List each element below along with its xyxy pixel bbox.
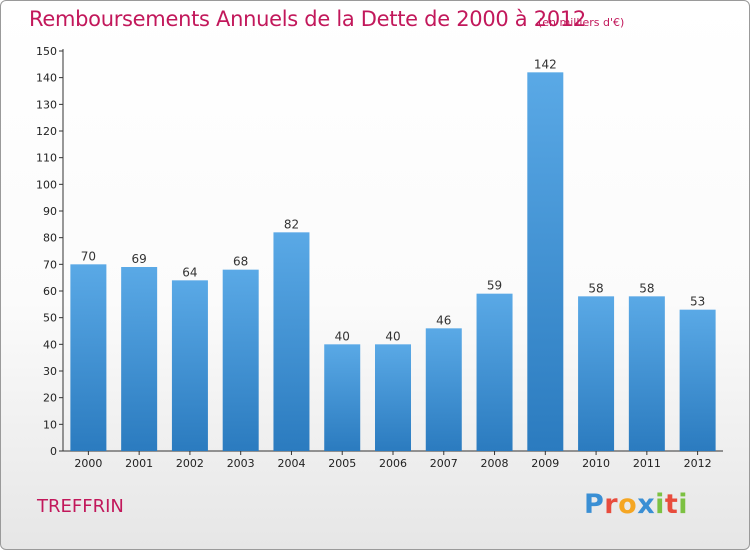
bar — [476, 293, 513, 451]
value-label: 40 — [335, 329, 350, 343]
chart-title: Remboursements Annuels de la Dette de 20… — [29, 7, 586, 31]
y-tick-label: 150 — [36, 45, 57, 58]
logo-letter: x — [637, 489, 656, 520]
value-label: 69 — [132, 252, 147, 266]
value-label: 53 — [690, 295, 705, 309]
x-tick-label: 2007 — [430, 457, 458, 470]
value-labels: 70 69 64 68 82 40 40 46 59 142 58 58 53 — [81, 57, 706, 343]
x-tick-label: 2011 — [633, 457, 661, 470]
logo-letter: t — [664, 489, 679, 520]
value-label: 70 — [81, 249, 96, 263]
value-label: 58 — [588, 281, 603, 295]
x-tick-label: 2005 — [328, 457, 356, 470]
value-label: 68 — [233, 255, 248, 269]
x-axis: 2000 2001 2002 2003 2004 2005 2006 2007 2008 2009… — [63, 450, 723, 470]
value-label: 82 — [284, 217, 299, 231]
bar — [273, 232, 310, 451]
x-tick-label: 2004 — [277, 457, 305, 470]
bar — [628, 296, 665, 451]
y-tick-label: 50 — [43, 312, 57, 325]
y-axis: 0 10 20 30 40 50 60 70 80 90 100 110 120 130 140 150 — [36, 45, 64, 458]
bar — [527, 72, 564, 451]
logo-letter: o — [618, 489, 638, 520]
y-tick-label: 120 — [36, 125, 57, 138]
y-tick-label: 10 — [43, 418, 57, 431]
y-tick-label: 70 — [43, 258, 57, 271]
x-tick-label: 2008 — [481, 457, 509, 470]
x-tick-label: 2000 — [74, 457, 102, 470]
commune-name: TREFFRIN — [37, 496, 124, 517]
logo-letter: i — [655, 489, 665, 520]
x-tick-label: 2009 — [531, 457, 559, 470]
value-label: 58 — [639, 281, 654, 295]
y-tick-label: 110 — [36, 152, 57, 165]
bar — [375, 344, 411, 451]
bar — [171, 280, 208, 451]
bar — [679, 309, 716, 451]
bars — [70, 72, 716, 451]
x-tick-label: 2006 — [379, 457, 407, 470]
value-label: 40 — [385, 329, 400, 343]
y-tick-label: 20 — [43, 392, 57, 405]
x-tick-label: 2002 — [176, 457, 204, 470]
bar — [578, 296, 615, 451]
bar — [70, 264, 107, 451]
y-tick-label: 90 — [43, 205, 57, 218]
y-tick-label: 130 — [36, 98, 57, 111]
bar — [121, 267, 158, 451]
x-tick-label: 2003 — [227, 457, 255, 470]
x-tick-label: 2012 — [684, 457, 712, 470]
value-label: 64 — [182, 265, 197, 279]
y-tick-label: 80 — [43, 232, 57, 245]
y-tick-label: 40 — [43, 338, 57, 351]
x-tick-label: 2010 — [582, 457, 610, 470]
bar — [425, 328, 462, 451]
chart-subtitle: (en milliers d'€) — [538, 16, 625, 29]
x-tick-label: 2001 — [125, 457, 153, 470]
logo-letter: i — [678, 489, 689, 520]
bar — [324, 344, 361, 451]
y-tick-label: 0 — [50, 445, 57, 458]
y-tick-label: 140 — [36, 72, 57, 85]
y-tick-label: 100 — [36, 178, 57, 191]
y-tick-label: 30 — [43, 365, 57, 378]
logo-letter: P — [584, 489, 605, 520]
y-tick-label: 60 — [43, 285, 57, 298]
proxiti-logo: Proxiti — [584, 489, 688, 520]
value-label: 59 — [487, 279, 502, 293]
value-label: 142 — [534, 57, 557, 71]
value-label: 46 — [436, 313, 451, 327]
logo-letter: r — [604, 489, 619, 520]
bar — [222, 269, 259, 451]
